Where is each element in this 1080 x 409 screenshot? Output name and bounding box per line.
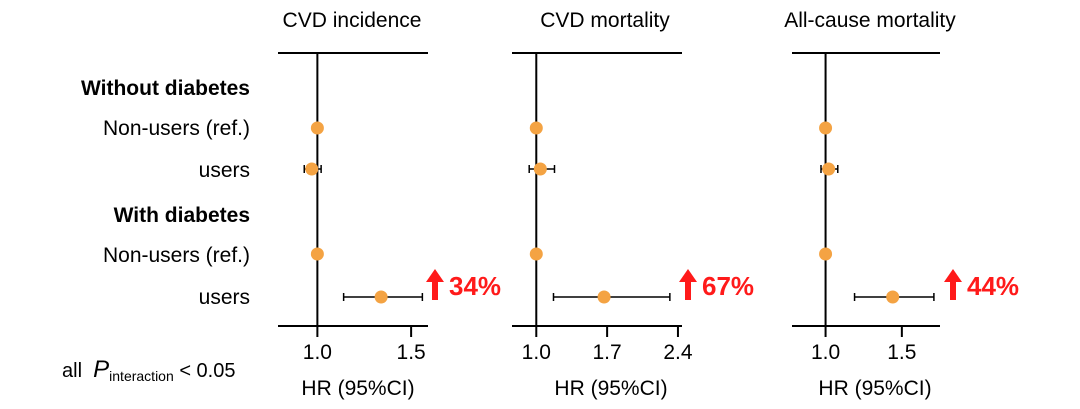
tick-label-cvd-incidence: 1.0 <box>302 341 332 364</box>
panel-title-cvd-mortality: CVD mortality <box>540 9 670 32</box>
panel-title-all-cause-mortality: All-cause mortality <box>784 9 956 32</box>
hr-point-cvd-mortality <box>529 121 543 135</box>
increase-annotation-all-cause-mortality: 44% <box>967 271 1020 301</box>
xlabel-all-cause-mortality: HR (95%CI) <box>818 377 932 400</box>
tick-label-all-cause-mortality: 1.0 <box>810 341 841 364</box>
footnote-suffix: < 0.05 <box>179 360 236 382</box>
tick-label-cvd-incidence: 1.5 <box>396 341 426 364</box>
footnote-p-symbol: P <box>93 356 110 383</box>
hr-point-all-cause-mortality <box>886 290 900 304</box>
row-label-users-without-diabetes: users <box>198 159 250 182</box>
hr-point-cvd-incidence <box>305 162 319 176</box>
hr-point-cvd-mortality <box>533 162 547 176</box>
increase-annotation-cvd-mortality: 67% <box>702 271 755 301</box>
hr-point-all-cause-mortality <box>819 247 833 261</box>
group-label-with-diabetes: With diabetes <box>113 204 250 227</box>
hr-point-cvd-incidence <box>310 247 324 261</box>
tick-label-cvd-mortality: 2.4 <box>663 341 693 364</box>
group-label-without-diabetes: Without diabetes <box>81 77 250 100</box>
up-arrow-icon <box>944 269 962 300</box>
hr-point-cvd-mortality <box>529 247 543 261</box>
increase-annotation-cvd-incidence: 34% <box>449 271 502 301</box>
hr-point-all-cause-mortality <box>822 162 836 176</box>
up-arrow-icon <box>679 269 697 300</box>
xlabel-cvd-incidence: HR (95%CI) <box>301 377 415 400</box>
row-label-users-with-diabetes: users <box>198 286 250 309</box>
tick-label-all-cause-mortality: 1.5 <box>887 341 917 364</box>
hr-point-cvd-incidence <box>310 121 324 135</box>
hr-point-cvd-incidence <box>374 290 388 304</box>
xlabel-cvd-mortality: HR (95%CI) <box>554 377 668 400</box>
panel-title-cvd-incidence: CVD incidence <box>282 9 422 32</box>
tick-label-cvd-mortality: 1.7 <box>592 341 622 364</box>
hr-point-cvd-mortality <box>597 290 611 304</box>
row-label-nonusers-with-diabetes: Non-users (ref.) <box>102 244 250 267</box>
row-label-nonusers-without-diabetes: Non-users (ref.) <box>102 117 250 140</box>
footnote-interaction: all Pinteraction < 0.05 <box>62 356 236 384</box>
tick-label-cvd-mortality: 1.0 <box>521 341 551 364</box>
hr-point-all-cause-mortality <box>819 121 833 135</box>
up-arrow-icon <box>426 269 444 300</box>
footnote-subscript: interaction <box>109 368 174 384</box>
footnote-prefix: all <box>62 360 83 382</box>
